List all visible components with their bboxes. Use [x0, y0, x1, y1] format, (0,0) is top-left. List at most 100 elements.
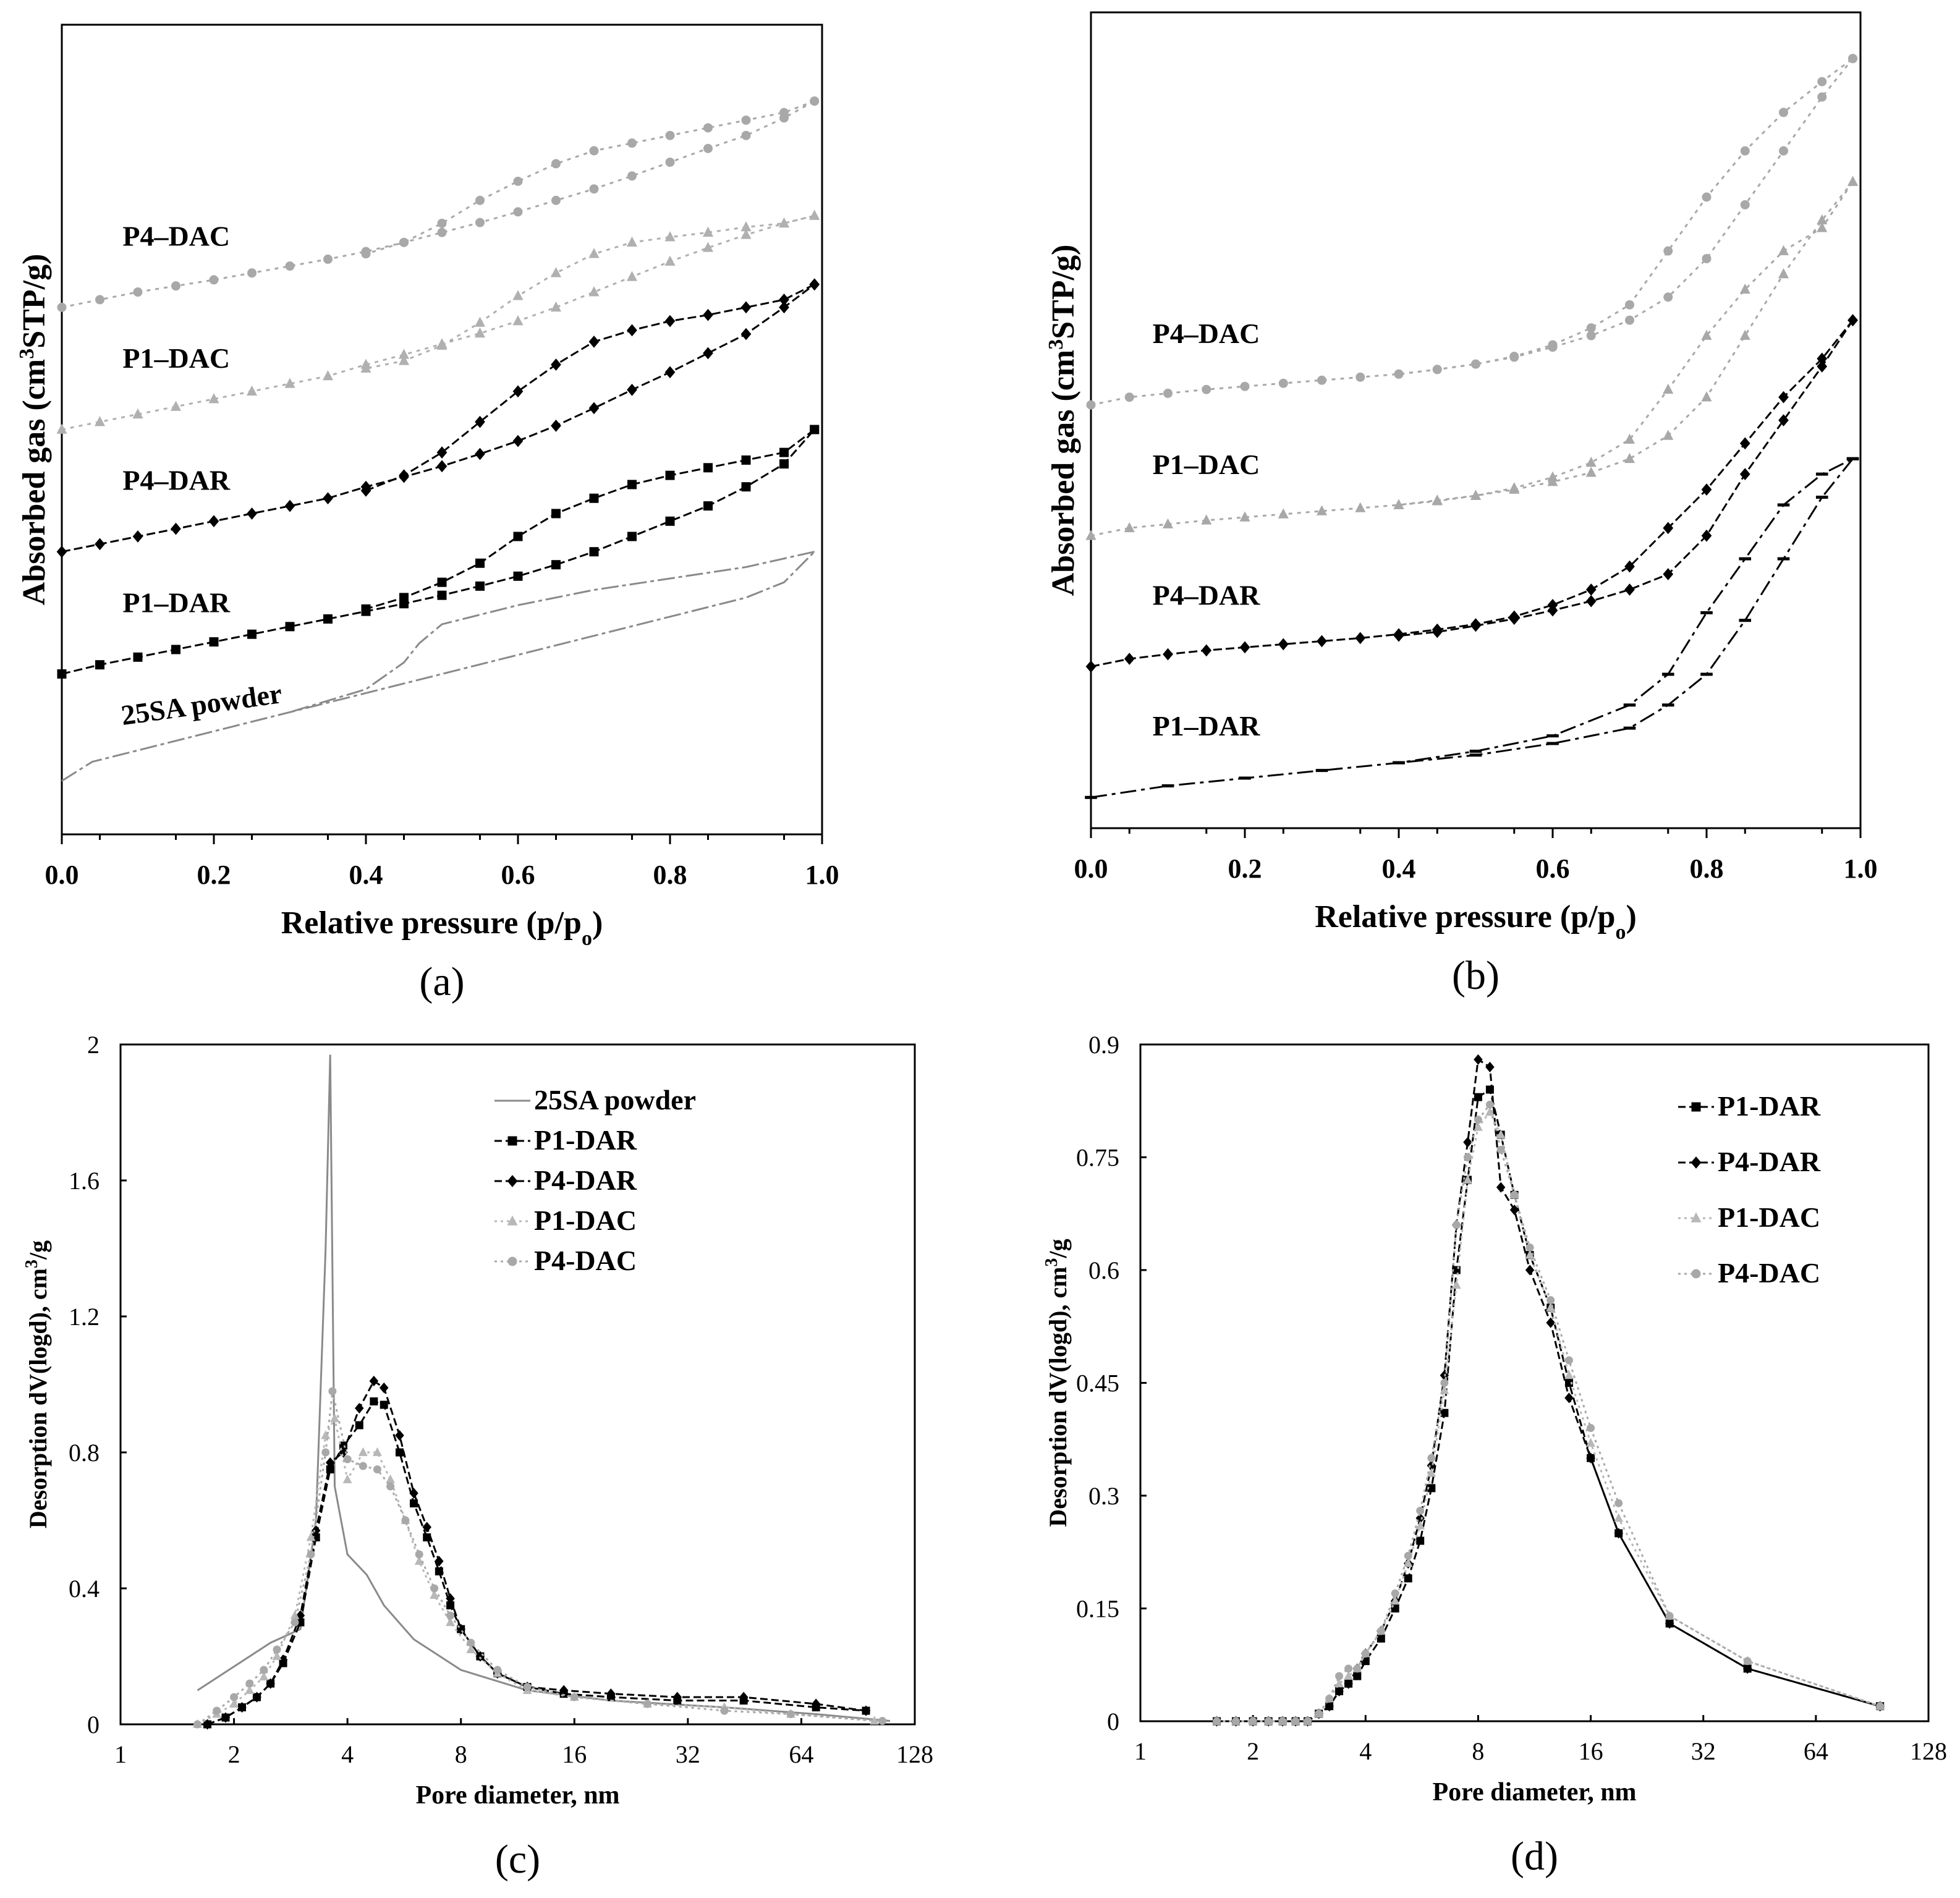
data-point-p4-dac: [741, 130, 751, 140]
x-tick-label: 0.8: [653, 860, 687, 890]
x-tick-label: 16: [1579, 1737, 1603, 1765]
data-point-p1-dac: [702, 242, 714, 252]
y-tick-label: 2: [87, 1031, 100, 1059]
data-point-p4-dac: [171, 281, 180, 291]
data-point-p1-dar: [475, 558, 485, 568]
data-point-p4-dar: [266, 1678, 275, 1689]
data-point-p4-dar: [311, 1525, 321, 1536]
x-tick-label: 32: [676, 1740, 700, 1768]
data-point-p4-dar: [627, 324, 637, 337]
series-line-p4-dar: [206, 1379, 867, 1726]
data-point-p4-dac: [1625, 315, 1634, 325]
y-tick-label: 0.9: [1088, 1031, 1119, 1059]
data-point-p4-dar: [1509, 612, 1520, 625]
data-point-p4-dar: [1432, 625, 1443, 638]
data-point-p1-dac: [1470, 489, 1482, 500]
x-axis-label: Pore diameter, nm: [1432, 1778, 1636, 1807]
data-point-p4-dac: [1702, 253, 1712, 263]
data-point-p1-dac: [1162, 518, 1174, 528]
data-point-p4-dar: [1317, 635, 1327, 648]
data-point-p1-dac: [588, 248, 600, 258]
data-point-p1-dac: [132, 408, 143, 419]
data-point-p4-dar: [1742, 1663, 1752, 1674]
data-point-p1-dac: [664, 231, 676, 242]
data-point-p4-dar: [237, 1701, 247, 1713]
curve-label-p4-dar: P4–DAR: [1153, 579, 1261, 611]
data-point-p1-dac: [626, 236, 638, 247]
series-line-p1-dar: [1216, 1088, 1881, 1722]
data-point-p4-dar: [1663, 522, 1674, 535]
x-axis-label: Relative pressure (p/po): [281, 905, 603, 950]
data-point-p4-dar: [1665, 1618, 1674, 1629]
data-point-p1-dac: [550, 301, 562, 312]
series-line-p1-dac: [1398, 181, 1854, 506]
y-axis-label: Absorbed gas (cm3STP/g): [1045, 245, 1082, 596]
data-point-p1-dar: [1416, 1536, 1425, 1545]
data-point-p1-dac: [1739, 283, 1750, 294]
data-point-p4-dac: [1663, 246, 1673, 256]
series-line-p4-dac: [61, 100, 815, 308]
data-point-p4-dac: [1587, 1424, 1595, 1432]
x-tick-label: 128: [896, 1740, 933, 1768]
y-tick-label: 0.15: [1076, 1595, 1119, 1623]
data-point-p4-dar: [203, 1719, 212, 1730]
data-point-p1-dac: [1778, 268, 1789, 279]
data-point-p1-dac: [1585, 457, 1597, 467]
data-point-p4-dar: [1624, 560, 1635, 573]
data-point-p1-dar: [779, 447, 789, 457]
data-point-p4-dac: [1361, 1650, 1370, 1658]
data-point-p4-dac: [1240, 381, 1250, 391]
x-tick-label: 1.0: [1844, 854, 1878, 884]
data-point-p4-dar: [395, 1430, 404, 1441]
data-point-p4-dac: [245, 1679, 254, 1688]
legend-label-p4-dar: P4-DAR: [1718, 1146, 1821, 1177]
y-tick-label: 0.3: [1088, 1482, 1119, 1510]
data-point-p4-dar: [1470, 619, 1481, 632]
data-point-p4-dar: [811, 1698, 821, 1709]
data-point-p1-dar: [1564, 1379, 1573, 1387]
data-point-p1-dac: [284, 378, 295, 388]
data-point-p4-dac: [1779, 108, 1788, 117]
data-point-p4-dac: [1509, 352, 1519, 362]
data-point-p4-dar: [409, 1488, 418, 1499]
data-point-p4-dar: [475, 447, 485, 460]
data-point-p4-dac: [551, 195, 561, 205]
data-point-p4-dac: [741, 115, 751, 125]
data-point-p1-dac: [1701, 329, 1712, 340]
series-line-p1-dac: [1216, 1110, 1881, 1722]
data-point-p4-dac: [260, 1666, 268, 1674]
legend-label-p1-dac: P1-DAC: [1718, 1201, 1820, 1233]
series-line-p4-dac: [1216, 1102, 1881, 1722]
data-point-p4-dar: [1778, 391, 1789, 404]
data-point-p4-dac: [1432, 365, 1442, 375]
data-point-p4-dar: [399, 469, 409, 482]
data-point-p1-dac: [259, 1671, 269, 1680]
data-point-p1-dac: [56, 423, 67, 434]
data-point-p4-dac: [1278, 378, 1288, 388]
data-point-p1-dar: [1404, 1574, 1412, 1583]
series-line-p1-dar: [206, 1400, 867, 1726]
data-point-p4-dac: [1291, 1717, 1300, 1726]
data-point-p4-dar: [1739, 468, 1750, 481]
data-point-p4-dac: [1377, 1627, 1385, 1635]
data-point-p4-dac: [1202, 384, 1211, 394]
data-point-p4-dac: [1546, 1296, 1555, 1305]
data-point-p1-dac: [436, 339, 448, 350]
x-tick-label: 8: [1472, 1737, 1484, 1765]
data-point-p4-dac: [627, 171, 637, 181]
data-point-p4-dac: [810, 96, 820, 106]
data-point-p1-dac: [664, 255, 676, 266]
data-point-p4-dar: [436, 460, 448, 473]
data-point-p4-dar: [1525, 1265, 1535, 1276]
x-tick-label: 128: [1910, 1737, 1947, 1765]
legend-label-p1-dar: P1-DAR: [1718, 1090, 1821, 1122]
legend-marker-p4-dac: [507, 1256, 517, 1266]
data-point-p4-dac: [1163, 388, 1173, 398]
data-point-p1-dac: [170, 400, 182, 411]
data-point-p4-dar: [703, 347, 713, 360]
data-point-p4-dar: [1509, 1205, 1519, 1216]
data-point-p4-dac: [401, 1516, 410, 1525]
data-point-p4-dar: [1278, 638, 1289, 651]
data-point-p4-dac: [475, 218, 485, 227]
